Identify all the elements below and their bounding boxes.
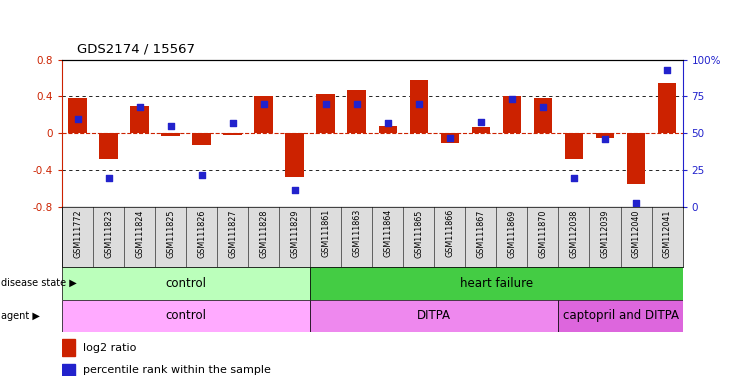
- Text: GSM111823: GSM111823: [104, 209, 113, 258]
- Point: [599, 136, 611, 142]
- Text: GSM111865: GSM111865: [415, 209, 423, 258]
- Point: [630, 200, 642, 206]
- Point: [72, 116, 83, 122]
- Bar: [658, 83, 677, 133]
- Text: control: control: [166, 310, 207, 322]
- Text: GSM111825: GSM111825: [166, 209, 175, 258]
- Bar: [558, 300, 683, 332]
- Point: [351, 101, 363, 107]
- Bar: [62, 364, 75, 376]
- Point: [258, 101, 269, 107]
- Bar: [69, 98, 87, 133]
- Text: GSM111863: GSM111863: [353, 209, 361, 257]
- Text: GSM111869: GSM111869: [507, 209, 516, 258]
- Bar: [565, 133, 583, 159]
- Point: [165, 123, 177, 129]
- Point: [382, 120, 393, 126]
- Bar: [161, 133, 180, 136]
- Text: log2 ratio: log2 ratio: [82, 343, 136, 353]
- Bar: [310, 300, 558, 332]
- Text: heart failure: heart failure: [460, 277, 533, 290]
- Bar: [472, 127, 491, 133]
- Text: disease state ▶: disease state ▶: [1, 278, 77, 288]
- Bar: [441, 133, 459, 143]
- Bar: [534, 98, 553, 133]
- Point: [320, 101, 331, 107]
- Bar: [317, 94, 335, 133]
- Text: GSM111867: GSM111867: [477, 209, 485, 258]
- Text: GSM111827: GSM111827: [228, 209, 237, 258]
- Point: [506, 96, 518, 103]
- Bar: [223, 133, 242, 135]
- Text: percentile rank within the sample: percentile rank within the sample: [82, 365, 270, 375]
- Bar: [503, 96, 521, 133]
- Text: GSM111824: GSM111824: [135, 209, 144, 258]
- Text: GSM112041: GSM112041: [663, 209, 672, 258]
- Text: GSM111826: GSM111826: [197, 209, 206, 258]
- Text: control: control: [166, 277, 207, 290]
- Point: [475, 119, 487, 125]
- Text: agent ▶: agent ▶: [1, 311, 39, 321]
- Text: GSM111864: GSM111864: [383, 209, 392, 257]
- Text: GSM111772: GSM111772: [73, 209, 82, 258]
- Bar: [596, 133, 615, 138]
- Point: [661, 67, 673, 73]
- Bar: [410, 80, 428, 133]
- Point: [568, 175, 580, 181]
- Point: [537, 104, 549, 110]
- Point: [134, 104, 145, 110]
- Point: [413, 101, 425, 107]
- Point: [444, 135, 456, 141]
- Text: GSM111829: GSM111829: [291, 209, 299, 258]
- Bar: [379, 126, 397, 133]
- Text: captopril and DITPA: captopril and DITPA: [563, 310, 678, 322]
- Bar: [255, 96, 273, 133]
- Bar: [99, 133, 118, 159]
- Text: GSM111870: GSM111870: [539, 209, 548, 258]
- Bar: [62, 300, 310, 332]
- Text: GSM111828: GSM111828: [259, 209, 268, 258]
- Text: GSM112040: GSM112040: [631, 209, 640, 258]
- Bar: [310, 267, 683, 300]
- Bar: [62, 339, 75, 356]
- Text: GSM111861: GSM111861: [321, 209, 330, 257]
- Bar: [62, 267, 310, 300]
- Text: GSM112038: GSM112038: [569, 209, 578, 258]
- Text: GDS2174 / 15567: GDS2174 / 15567: [77, 43, 195, 56]
- Text: DITPA: DITPA: [418, 310, 451, 322]
- Point: [103, 175, 115, 181]
- Point: [196, 172, 207, 178]
- Bar: [193, 133, 211, 144]
- Bar: [626, 133, 645, 184]
- Text: GSM111866: GSM111866: [445, 209, 454, 257]
- Text: GSM112039: GSM112039: [601, 209, 610, 258]
- Bar: [131, 106, 149, 133]
- Bar: [285, 133, 304, 177]
- Point: [289, 187, 301, 193]
- Point: [227, 120, 239, 126]
- Bar: [347, 90, 366, 133]
